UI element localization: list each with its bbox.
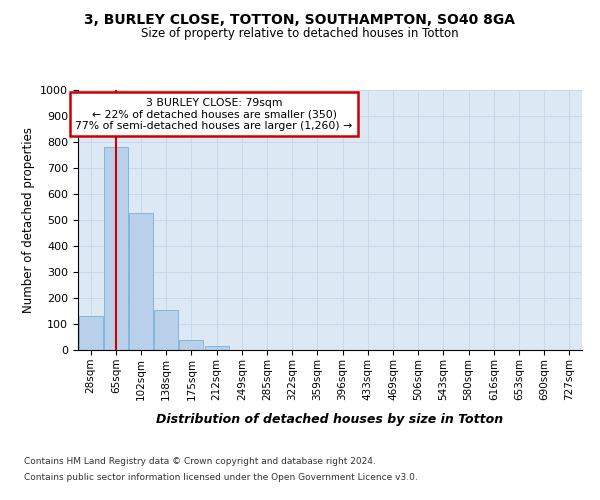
Bar [179, 340, 203, 350]
Text: Size of property relative to detached houses in Totton: Size of property relative to detached ho… [141, 28, 459, 40]
Text: 3, BURLEY CLOSE, TOTTON, SOUTHAMPTON, SO40 8GA: 3, BURLEY CLOSE, TOTTON, SOUTHAMPTON, SO… [85, 12, 515, 26]
Bar [104, 147, 128, 350]
Y-axis label: Number of detached properties: Number of detached properties [22, 127, 35, 313]
Text: Contains HM Land Registry data © Crown copyright and database right 2024.: Contains HM Land Registry data © Crown c… [24, 458, 376, 466]
Text: 3 BURLEY CLOSE: 79sqm
← 22% of detached houses are smaller (350)
77% of semi-det: 3 BURLEY CLOSE: 79sqm ← 22% of detached … [76, 98, 353, 131]
Bar [79, 316, 103, 350]
Bar [205, 346, 229, 350]
Bar [154, 310, 178, 350]
Bar [129, 214, 153, 350]
Text: Distribution of detached houses by size in Totton: Distribution of detached houses by size … [157, 412, 503, 426]
Text: Contains public sector information licensed under the Open Government Licence v3: Contains public sector information licen… [24, 472, 418, 482]
